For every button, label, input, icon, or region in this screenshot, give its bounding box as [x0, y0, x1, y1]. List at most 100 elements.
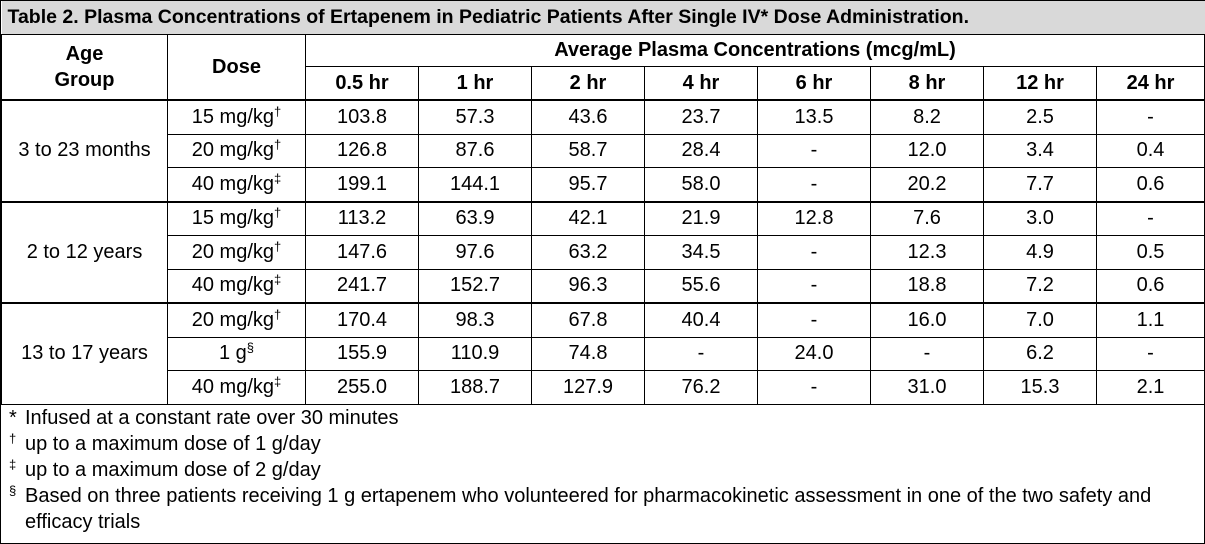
table-row: 40 mg/kg‡ 255.0 188.7 127.9 76.2-31.0 15.3 2.1: [2, 370, 1205, 405]
concentration-cell: 43.6: [531, 99, 645, 135]
footnote-symbol: *: [9, 407, 17, 429]
concentration-cell: 113.2: [305, 200, 419, 236]
concentration-cell: -: [757, 268, 871, 304]
concentration-cell: 0.6: [1096, 167, 1205, 202]
header-time: 2 hr: [531, 66, 645, 101]
footnote-mark: *: [9, 405, 25, 431]
header-age-group: Age Group: [1, 34, 168, 101]
concentration-cell: 96.3: [531, 268, 645, 304]
footnotes: * Infused at a constant rate over 30 minu…: [1, 405, 1204, 535]
dose-label: 15 mg/kg: [191, 207, 275, 230]
concentration-cell: 95.7: [531, 167, 645, 202]
concentration-cell: 126.8: [305, 133, 419, 168]
concentration-cell: 20.2: [870, 167, 984, 202]
footnote: † up to a maximum dose of 1 g/day: [9, 431, 1204, 457]
concentration-cell: 12.3: [870, 235, 984, 270]
table-row: 2 to 12 years 15 mg/kg† 113.2 63.9 42.1 21.9 1…: [1, 200, 1205, 304]
footnote-text: Based on three patients receiving 1 g er…: [25, 485, 1152, 533]
time-header-row: 0.5 hr 1 hr 2 hr 4 hr 6 hr 8 hr 12 hr 24 hr: [2, 66, 1205, 101]
concentration-cell: -: [1096, 336, 1205, 371]
dose-footnote-mark: †: [274, 137, 282, 153]
dose-footnote-mark: ‡: [274, 373, 282, 389]
dose-label: 20 mg/kg: [191, 240, 275, 263]
header-age-group-label: Age Group: [54, 43, 115, 91]
dose-label: 40 mg/kg: [191, 172, 275, 195]
concentration-cell: 7.2: [983, 268, 1097, 304]
dose-cell: 40 mg/kg‡: [167, 167, 306, 202]
concentration-cell: 34.5: [644, 235, 758, 270]
age-group-cell: 2 to 12 years: [1, 200, 168, 304]
concentration-cell: 0.5: [1096, 235, 1205, 270]
header-time: 0.5 hr: [305, 66, 419, 101]
dose-cell: 20 mg/kg†: [167, 302, 306, 338]
concentration-cell: 188.7: [418, 370, 532, 405]
concentration-cell: 170.4: [305, 302, 419, 338]
dose-label: 20 mg/kg: [191, 308, 275, 331]
concentration-cell: -: [644, 336, 758, 371]
concentration-cell: 147.6: [305, 235, 419, 270]
dose-label: 20 mg/kg: [191, 139, 275, 162]
concentration-cell: 3.4: [983, 133, 1097, 168]
concentration-cell: 103.8: [305, 99, 419, 135]
dose-label: 40 mg/kg: [191, 274, 275, 297]
concentration-cell: -: [757, 167, 871, 202]
dose-label: 1 g: [218, 342, 247, 365]
concentration-cell: 152.7: [418, 268, 532, 304]
footnote-mark: §: [9, 483, 25, 535]
concentration-cell: 58.0: [644, 167, 758, 202]
table-row: 20 mg/kg† 147.6 97.6 63.2 34.5-12.3 4.9 0.5: [2, 235, 1205, 270]
concentration-table: Table 2. Plasma Concentrations of Ertape…: [1, 1, 1205, 405]
footnote-text: up to a maximum dose of 1 g/day: [25, 433, 321, 455]
footnote: § Based on three patients receiving 1 g e…: [9, 483, 1204, 535]
dose-footnote-mark: †: [274, 205, 282, 221]
dose-cell: 20 mg/kg†: [167, 133, 306, 168]
concentration-cell: 40.4: [644, 302, 758, 338]
dose-cell: 40 mg/kg‡: [167, 268, 306, 304]
concentration-cell: 31.0: [870, 370, 984, 405]
concentration-cell: -: [757, 370, 871, 405]
concentration-cell: 8.2: [870, 99, 984, 135]
footnote-text: Infused at a constant rate over 30 minut…: [25, 407, 399, 429]
concentration-cell: 21.9: [644, 200, 758, 236]
table-row: 13 to 17 years 20 mg/kg† 170.4 98.3 67.8 40.4…: [1, 302, 1205, 405]
concentration-cell: 18.8: [870, 268, 984, 304]
header-dose: Dose: [167, 34, 306, 101]
concentration-cell: 12.0: [870, 133, 984, 168]
dose-cell: 40 mg/kg‡: [167, 370, 306, 405]
concentration-cell: 7.6: [870, 200, 984, 236]
concentration-cell: 23.7: [644, 99, 758, 135]
table-row: 3 to 23 months 15 mg/kg† 103.8 57.3 43.6 23.7…: [1, 99, 1205, 202]
concentration-cell: -: [757, 235, 871, 270]
table-body: 3 to 23 months 15 mg/kg† 103.8 57.3 43.6 23.7…: [1, 99, 1205, 405]
footnote-mark: †: [9, 431, 25, 457]
concentration-cell: 1.1: [1096, 302, 1205, 338]
dose-cell: 1 g§: [167, 336, 306, 371]
concentration-cell: 7.7: [983, 167, 1097, 202]
footnote-mark: ‡: [9, 457, 25, 483]
dose-label: 15 mg/kg: [191, 105, 275, 128]
header-time: 24 hr: [1096, 66, 1205, 101]
concentration-cell: 13.5: [757, 99, 871, 135]
footnote-symbol: §: [9, 483, 17, 498]
table-row: 20 mg/kg† 126.8 87.6 58.7 28.4-12.0 3.4 0.4: [2, 133, 1205, 168]
concentration-cell: 15.3: [983, 370, 1097, 405]
table-row: 1 g§ 155.9 110.9 74.8-24.0-6.2-: [2, 336, 1205, 371]
age-group-cell: 3 to 23 months: [1, 99, 168, 202]
dose-label: 40 mg/kg: [191, 375, 275, 398]
concentration-cell: 28.4: [644, 133, 758, 168]
concentration-cell: 0.4: [1096, 133, 1205, 168]
concentration-cell: 16.0: [870, 302, 984, 338]
dose-footnote-mark: †: [274, 238, 282, 254]
footnote-text: up to a maximum dose of 2 g/day: [25, 459, 321, 481]
footnote: ‡ up to a maximum dose of 2 g/day: [9, 457, 1204, 483]
concentration-cell: 98.3: [418, 302, 532, 338]
dose-footnote-mark: †: [274, 103, 282, 119]
table-title: Table 2. Plasma Concentrations of Ertape…: [1, 1, 1205, 35]
concentration-cell: 6.2: [983, 336, 1097, 371]
footnote-symbol: †: [9, 431, 17, 446]
dose-cell: 20 mg/kg†: [167, 235, 306, 270]
concentration-cell: 0.6: [1096, 268, 1205, 304]
header-time: 1 hr: [418, 66, 532, 101]
dose-footnote-mark: †: [274, 306, 282, 322]
